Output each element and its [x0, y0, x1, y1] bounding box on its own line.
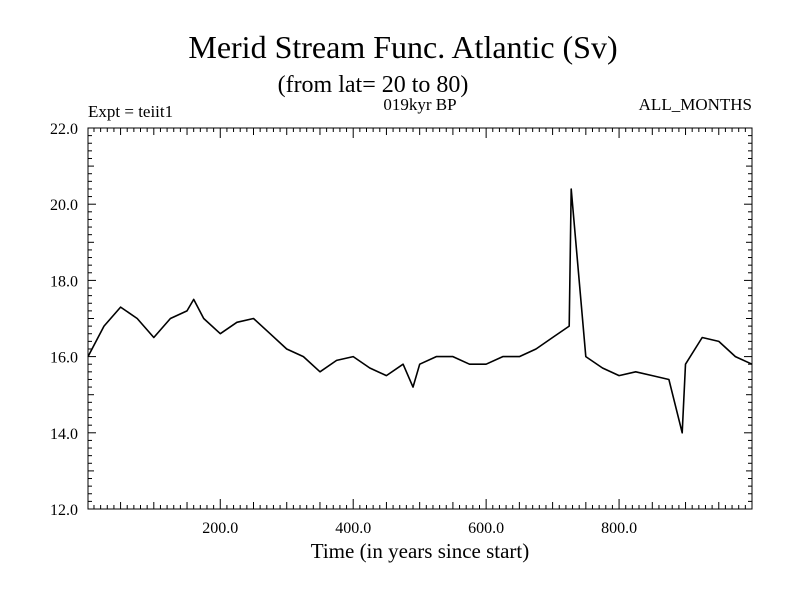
x-tick-label: 400.0 [335, 520, 371, 537]
plot-frame [87, 127, 753, 510]
y-tick-label: 18.0 [50, 273, 78, 290]
chart-title: Merid Stream Func. Atlantic (Sv) [188, 29, 617, 65]
series-line [87, 188, 753, 434]
months-label: ALL_MONTHS [639, 95, 752, 114]
x-axis-label: Time (in years since start) [311, 539, 530, 563]
series-layer [87, 188, 753, 434]
y-tick-label: 16.0 [50, 350, 78, 367]
x-tick-label: 200.0 [202, 520, 238, 537]
x-tick-label: 800.0 [601, 520, 637, 537]
y-tick-label: 14.0 [50, 426, 78, 443]
y-tick-label: 22.0 [50, 121, 78, 138]
y-axis: 12.0 14.0 16.0 18.0 20.0 22.0 [50, 121, 752, 519]
chart-subtitle: (from lat= 20 to 80) [278, 72, 469, 98]
x-tick-label: 600.0 [468, 520, 504, 537]
period-label: 019kyr BP [383, 95, 456, 114]
y-tick-label: 12.0 [50, 502, 78, 519]
experiment-label: Expt = teiit1 [88, 102, 173, 121]
x-axis: 200.0 400.0 600.0 800.0 [93, 128, 746, 537]
y-tick-label: 20.0 [50, 197, 78, 214]
